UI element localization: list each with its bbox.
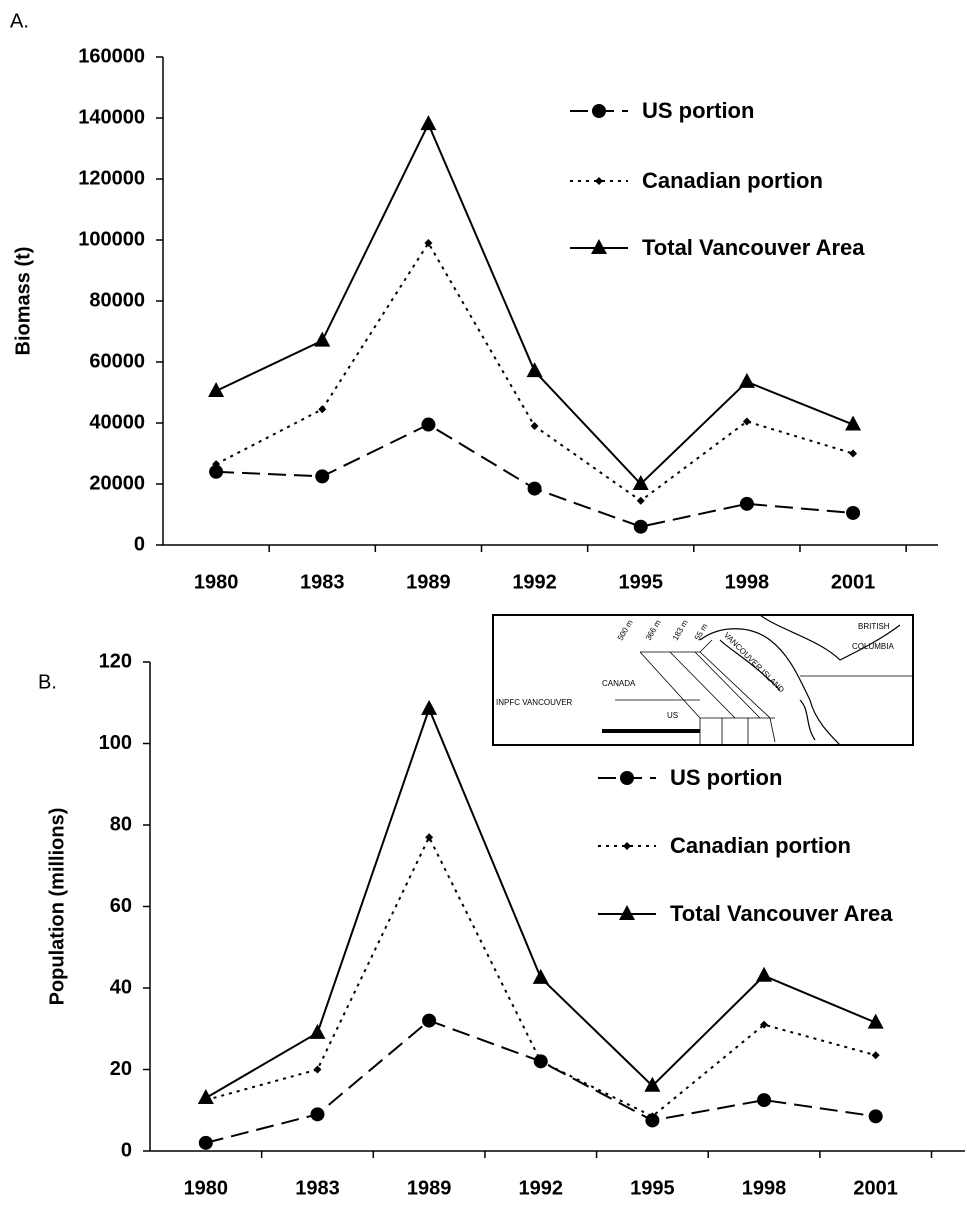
marker [197,1089,214,1105]
y-tick-label: 40 [110,976,132,998]
marker [846,505,861,520]
y-tick-label: 40000 [89,411,145,433]
marker [425,833,434,842]
legend-label: Total Vancouver Area [642,235,865,260]
marker [309,1023,326,1039]
legend-label: Canadian portion [642,168,823,193]
marker [591,239,607,254]
x-tick-label: 1983 [300,571,345,593]
map-label: CANADA [602,679,636,688]
marker [636,496,645,505]
marker [420,115,437,131]
marker [310,1107,325,1122]
map-lines [615,614,913,746]
x-tick-label: 1983 [295,1177,340,1199]
marker [314,331,331,347]
y-tick-label: 120000 [78,167,145,189]
marker [871,1051,880,1060]
marker [742,417,751,426]
series-line [216,423,854,528]
marker [422,1013,437,1028]
marker [532,968,549,984]
x-tick-label: 1995 [630,1177,675,1199]
marker [592,104,606,118]
y-tick-label: 20 [110,1058,132,1080]
x-tick-label: 1998 [742,1177,787,1199]
marker [318,405,327,414]
marker [632,475,649,490]
marker [619,905,635,920]
marker [421,699,438,715]
y-tick-label: 100000 [78,228,145,250]
marker [644,1076,661,1092]
y-axis-title: Biomass (t) [12,247,34,356]
marker [739,496,754,511]
x-tick-label: 1992 [519,1177,564,1199]
marker [757,1093,772,1108]
y-tick-label: 100 [99,732,132,754]
marker [868,1109,883,1124]
marker [208,381,225,397]
marker [623,842,631,850]
marker [633,519,648,534]
marker [421,417,436,432]
marker [209,464,224,479]
y-tick-label: 20000 [89,472,145,494]
y-tick-label: 0 [134,533,145,555]
y-tick-label: 0 [121,1139,132,1161]
y-tick-label: 120 [99,650,132,672]
y-tick-label: 160000 [78,45,145,67]
marker [648,1112,657,1121]
marker [595,177,603,185]
marker [849,449,858,458]
x-tick-label: 1989 [406,571,451,593]
y-tick-label: 80 [110,813,132,835]
x-tick-label: 2001 [831,571,876,593]
marker [867,1013,884,1029]
map-label: US [667,711,678,720]
map-label: BRITISH [858,622,890,631]
legend-label: Canadian portion [670,833,851,858]
marker [536,1057,545,1066]
legend-label: US portion [642,98,755,123]
y-axis-title: Population (millions) [46,808,68,1006]
x-tick-label: 1995 [618,571,663,593]
marker [198,1135,213,1150]
marker [756,966,773,982]
panel-label: A. [10,10,29,32]
marker [212,460,221,469]
marker [315,469,330,484]
x-tick-label: 1980 [184,1177,229,1199]
y-tick-label: 60000 [89,350,145,372]
marker [313,1065,322,1074]
marker [530,422,539,431]
marker [424,239,433,248]
marker [526,362,543,378]
y-tick-label: 140000 [78,106,145,128]
legend-label: Total Vancouver Area [670,901,893,926]
x-tick-label: 1992 [512,571,557,593]
y-tick-label: 80000 [89,289,145,311]
marker [527,481,542,496]
legend-label: US portion [670,765,783,790]
marker [620,771,634,785]
map-frame [492,614,914,746]
map-label: COLUMBIA [852,642,894,651]
panel-label: B. [38,671,57,693]
x-tick-label: 1998 [725,571,770,593]
x-tick-label: 1980 [194,571,239,593]
x-tick-label: 2001 [853,1177,898,1199]
inset-map: BRITISH COLUMBIA CANADA INPFC VANCOUVER … [492,614,914,746]
marker [645,1113,660,1128]
marker [738,372,755,388]
map-label: INPFC VANCOUVER [496,698,573,707]
marker [845,415,862,431]
x-tick-label: 1989 [407,1177,452,1199]
marker [760,1020,769,1029]
y-tick-label: 60 [110,895,132,917]
